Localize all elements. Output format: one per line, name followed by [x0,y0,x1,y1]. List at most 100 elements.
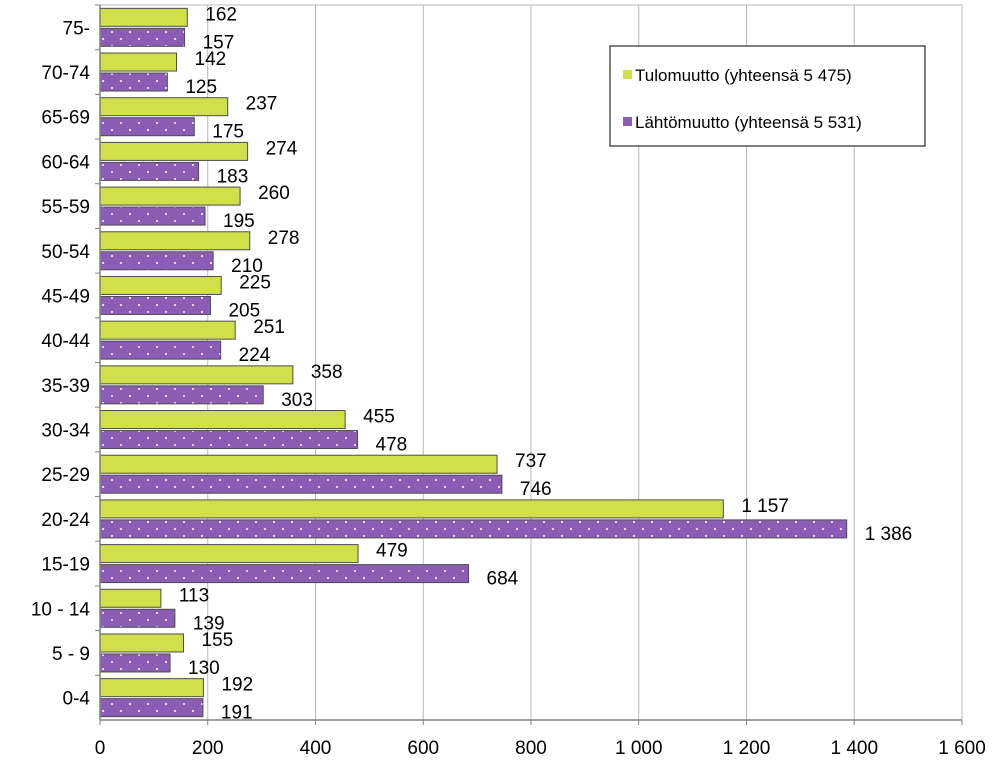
bar-tulomuutto [99,97,229,117]
bar-lahtomuutto [99,251,214,271]
bar-lahtomuutto [99,385,264,405]
legend-swatch-tulomuutto [623,70,632,79]
category-label: 35-39 [41,376,90,397]
bar-tulomuutto [99,365,294,385]
data-label-tulomuutto: 278 [268,228,300,249]
data-label-lahtomuutto: 191 [221,703,253,724]
data-label-lahtomuutto: 125 [185,77,217,98]
data-label-lahtomuutto: 205 [228,300,260,321]
bar-lahtomuutto [99,608,176,628]
x-tick-label: 400 [300,738,332,759]
bar-tulomuutto [99,231,251,251]
data-label-lahtomuutto: 130 [188,658,220,679]
x-tick-label: 800 [515,738,547,759]
category-label: 50-54 [41,242,90,263]
data-label-lahtomuutto: 157 [203,32,235,53]
category-label: 20-24 [41,510,90,531]
bar-lahtomuutto [99,430,359,450]
data-label-tulomuutto: 251 [253,317,285,338]
data-label-tulomuutto: 479 [376,541,408,562]
data-label-lahtomuutto: 1 386 [865,524,913,545]
bar-lahtomuutto [99,340,222,360]
bar-tulomuutto [99,7,188,27]
legend-box [609,45,926,147]
data-label-tulomuutto: 737 [515,451,547,472]
data-label-tulomuutto: 225 [239,272,271,293]
data-label-lahtomuutto: 303 [281,390,313,411]
data-label-tulomuutto: 358 [311,362,343,383]
data-label-tulomuutto: 113 [179,585,209,606]
bar-lahtomuutto [99,117,195,137]
bar-tulomuutto [99,544,359,564]
legend-label-lahtomuutto: Lähtömuutto (yhteensä 5 531) [635,113,862,132]
bars [99,7,848,718]
category-label: 60-64 [41,152,90,173]
bar-tulomuutto [99,320,236,340]
axes: 0 200 400 600 800 1 000 1 200 1 400 1 600 75- 70-7… [31,4,986,759]
bar-lahtomuutto [99,519,848,539]
category-label: 5 - 9 [52,644,90,665]
bar-tulomuutto [99,454,498,474]
data-label-lahtomuutto: 746 [520,479,552,500]
data-label-lahtomuutto: 478 [376,435,408,456]
data-label-lahtomuutto: 183 [217,166,249,187]
bar-lahtomuutto [99,295,211,315]
category-label: 70-74 [41,63,90,84]
bar-tulomuutto [99,186,241,206]
data-label-tulomuutto: 142 [195,49,227,70]
data-label-tulomuutto: 192 [221,675,253,696]
bar-lahtomuutto [99,698,204,718]
category-label: 15-19 [41,555,90,576]
bar-lahtomuutto [99,206,206,226]
bar-lahtomuutto [99,27,186,47]
bar-lahtomuutto [99,161,200,181]
x-tick-label: 1 600 [938,738,986,759]
legend: Tulomuutto (yhteensä 5 475) Lähtömuutto … [609,45,926,147]
data-label-lahtomuutto: 139 [193,613,225,634]
bar-lahtomuutto [99,564,470,584]
data-label-lahtomuutto: 210 [231,256,263,277]
x-tick-label: 0 [95,738,106,759]
data-label-tulomuutto: 1 157 [741,496,789,517]
data-label-tulomuutto: 455 [363,407,395,428]
category-label: 40-44 [41,331,90,352]
x-tick-label: 200 [192,738,224,759]
bar-tulomuutto [99,499,724,519]
x-tick-label: 1 200 [723,738,771,759]
x-tick-label: 1 000 [615,738,663,759]
category-label: 45-49 [41,286,90,307]
data-label-lahtomuutto: 224 [239,345,271,366]
category-label: 0-4 [63,689,91,710]
data-label-tulomuutto: 274 [266,138,298,159]
bar-tulomuutto [99,678,204,698]
category-label: 30-34 [41,421,90,442]
data-label-tulomuutto: 162 [205,4,237,25]
data-label-tulomuutto: 260 [258,183,290,204]
category-label: 75- [63,18,90,39]
x-tick-label: 1 400 [830,738,878,759]
bar-lahtomuutto [99,72,168,92]
bar-tulomuutto [99,275,222,295]
category-label: 25-29 [41,465,90,486]
data-label-tulomuutto: 237 [246,94,278,115]
data-label-tulomuutto: 155 [202,630,234,651]
legend-label-tulomuutto: Tulomuutto (yhteensä 5 475) [635,66,852,85]
x-tick-label: 600 [407,738,439,759]
bar-tulomuutto [99,52,178,72]
bar-tulomuutto [99,633,185,653]
legend-swatch-lahtomuutto [623,117,632,126]
bar-tulomuutto [99,410,346,430]
bar-lahtomuutto [99,474,503,494]
category-label: 10 - 14 [31,599,91,620]
bar-tulomuutto [99,141,249,161]
bar-lahtomuutto [99,653,171,673]
category-label: 65-69 [41,108,90,129]
data-label-lahtomuutto: 195 [223,211,255,232]
data-label-lahtomuutto: 175 [212,122,244,143]
category-label: 55-59 [41,197,90,218]
data-label-lahtomuutto: 684 [487,569,519,590]
bar-tulomuutto [99,588,162,608]
